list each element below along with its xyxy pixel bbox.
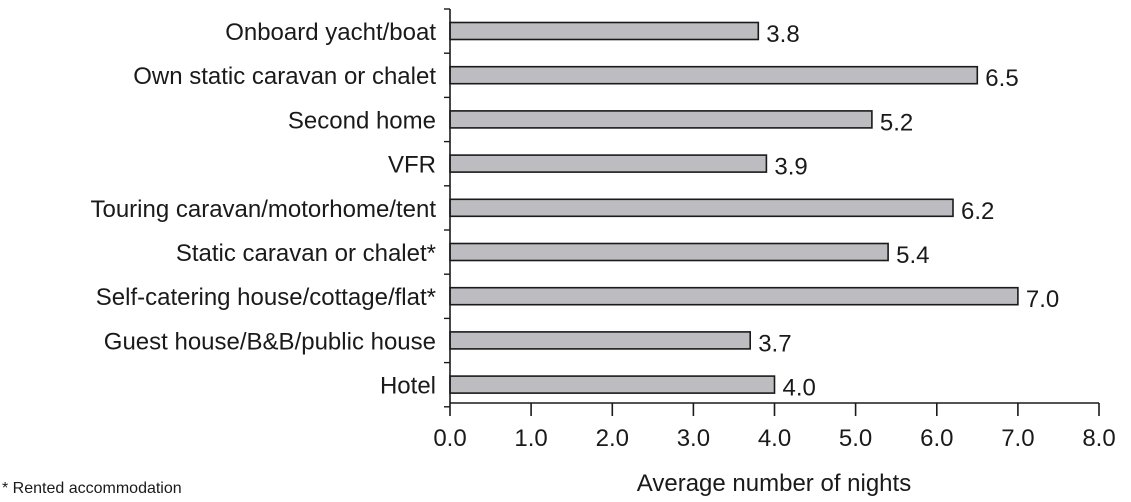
x-tick-label-3: 2.0 (596, 425, 629, 452)
category-label-8: Guest house/B&B/public house (104, 328, 436, 355)
bar-2 (449, 65, 979, 85)
x-tick-label-4: 3.0 (677, 425, 710, 452)
footnote: * Rented accommodation (2, 480, 182, 497)
data-label-1: 3.8 (766, 21, 799, 48)
x-tick-label-8: 7.0 (1001, 425, 1034, 452)
category-label-3: Second home (288, 107, 436, 134)
x-tick-label-7: 6.0 (920, 425, 953, 452)
bar-3 (449, 110, 873, 129)
x-tick-label-2: 1.0 (514, 425, 547, 452)
data-label-5: 6.2 (961, 198, 994, 225)
bars-layer (449, 21, 1019, 394)
category-label-2: Own static caravan or chalet (133, 63, 436, 90)
data-label-9: 4.0 (783, 375, 816, 402)
data-label-8: 3.7 (758, 330, 791, 357)
data-label-7: 7.0 (1026, 286, 1059, 313)
category-label-4: VFR (388, 152, 436, 179)
bar-5 (449, 198, 954, 218)
data-label-4: 3.9 (774, 154, 807, 181)
bar-7 (449, 286, 1019, 306)
data-label-6: 5.4 (896, 242, 929, 269)
category-label-9: Hotel (380, 373, 436, 400)
bar-9 (449, 375, 776, 394)
x-tick-label-6: 5.0 (839, 425, 872, 452)
category-label-5: Touring caravan/motorhome/tent (90, 196, 436, 223)
axis-layer: Onboard yacht/boat 3.8 Own static caravan … (90, 8, 1116, 452)
data-label-3: 5.2 (880, 109, 913, 136)
x-tick-label-1: 0.0 (433, 425, 466, 452)
bar-4 (449, 154, 768, 173)
bar-8 (449, 331, 752, 350)
x-tick-label-9: 8.0 (1082, 425, 1115, 452)
category-label-1: Onboard yacht/boat (225, 19, 436, 46)
data-label-2: 6.5 (985, 65, 1018, 92)
bar-6 (449, 242, 889, 262)
x-tick-label-5: 4.0 (758, 425, 791, 452)
x-axis-title: Average number of nights (637, 470, 911, 497)
bar-1 (449, 21, 760, 41)
category-label-7: Self-catering house/cottage/flat* (96, 284, 436, 311)
category-label-6: Static caravan or chalet* (176, 240, 436, 267)
